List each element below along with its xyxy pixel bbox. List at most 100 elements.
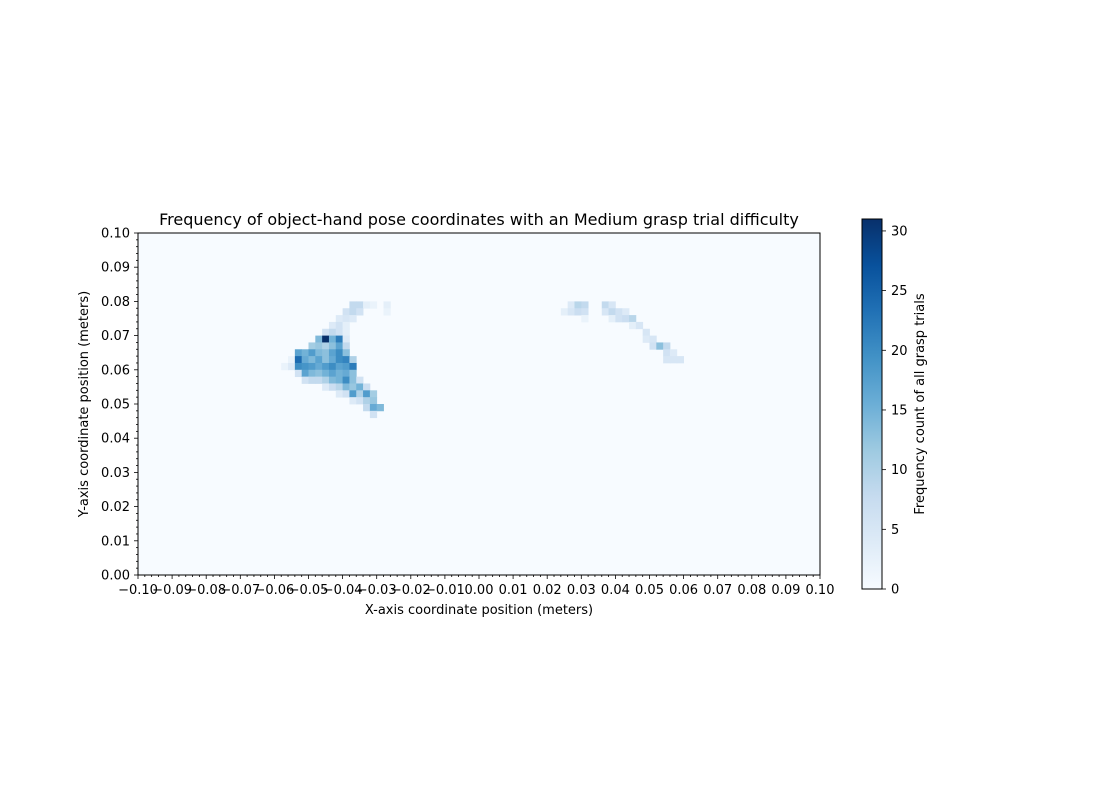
heatmap-cell (335, 342, 343, 350)
heatmap-cell (369, 397, 378, 405)
x-tick-label: 0.03 (567, 583, 596, 598)
y-tick-label: 0.04 (101, 432, 130, 447)
x-tick-label: −0.03 (357, 583, 397, 598)
heatmap-cell (328, 335, 337, 343)
colorbar (861, 218, 883, 590)
heatmap-cell (322, 335, 330, 343)
heatmap-cell (342, 342, 350, 350)
colorbar-tick-label: 5 (891, 523, 899, 538)
heatmap-cell (288, 362, 296, 371)
x-tick-label: 0.08 (737, 583, 766, 598)
heatmap-cell (335, 383, 343, 391)
heatmap-cell (669, 356, 678, 364)
x-tick-label: 0.07 (703, 583, 732, 598)
heatmap-cell (322, 362, 330, 371)
heatmap-cell (342, 362, 350, 371)
heatmap-cell (328, 369, 337, 378)
x-axis-label: X-axis coordinate position (meters) (365, 603, 593, 618)
x-tick-label: 0.00 (465, 583, 494, 598)
heatmap-cell (328, 356, 337, 364)
heatmap-cell (328, 362, 337, 371)
heatmap-cell (663, 356, 671, 364)
y-tick-label: 0.05 (101, 398, 130, 413)
heatmap-cell (642, 328, 650, 336)
heatmap-cell (574, 301, 582, 309)
heatmap-cell (567, 301, 575, 309)
y-tick-label: 0.03 (101, 466, 130, 481)
x-tick-label: −0.02 (391, 583, 431, 598)
heatmap-cell (363, 390, 371, 398)
heatmap-cell (669, 349, 678, 357)
colorbar-tick-label: 0 (891, 583, 899, 598)
y-tick-label: 0.07 (101, 329, 130, 344)
heatmap-cell (663, 349, 671, 357)
x-tick-label: 0.06 (669, 583, 698, 598)
x-tick-label: −0.08 (186, 583, 226, 598)
heatmap-cell (288, 356, 296, 364)
heatmap-cell (383, 301, 391, 309)
heatmap-cell (622, 315, 630, 323)
x-tick-label: −0.04 (323, 583, 363, 598)
heatmap-cell (301, 356, 309, 364)
x-tick-label: 0.09 (771, 583, 800, 598)
heatmap-cell (349, 362, 357, 371)
heatmap-cell (349, 369, 357, 378)
heatmap-cell (301, 376, 309, 384)
heatmap-cell (335, 315, 343, 323)
y-tick-label: 0.01 (101, 534, 130, 549)
heatmap-cell (560, 308, 569, 316)
heatmap-cell (322, 369, 330, 378)
heatmap-cell (356, 397, 364, 405)
heatmap-cell (308, 349, 316, 357)
heatmap-cell (642, 335, 650, 343)
heatmap-cell (663, 342, 671, 350)
heatmap-cell (601, 308, 609, 316)
heatmap-cell (676, 356, 684, 364)
heatmap-cell (335, 369, 343, 378)
heatmap-cell (322, 376, 330, 384)
heatmap-cell (322, 328, 330, 336)
heatmap-cell (356, 383, 364, 391)
plot-background (138, 233, 820, 575)
heatmap-cell (335, 349, 343, 357)
heatmap-cell (363, 404, 371, 412)
heatmap-cell (315, 335, 323, 343)
heatmap-cells (281, 301, 684, 419)
heatmap-cell (301, 362, 309, 371)
heatmap-cell (656, 342, 664, 350)
heatmap-cell (349, 356, 357, 364)
x-tick-label: −0.10 (118, 583, 158, 598)
chart-title: Frequency of object-hand pose coordinate… (159, 210, 799, 229)
x-tick-label: 0.01 (499, 583, 528, 598)
heatmap-cell (608, 301, 616, 309)
heatmap-cell (315, 342, 323, 350)
heatmap-cell (335, 335, 343, 343)
heatmap-cell (629, 321, 637, 330)
heatmap-cell (301, 369, 309, 378)
x-tick-label: 0.02 (533, 583, 562, 598)
heatmap-cell (581, 301, 589, 309)
x-tick-label: 0.04 (601, 583, 630, 598)
heatmap-cell (315, 369, 323, 378)
heatmap-cell (342, 335, 350, 343)
heatmap-cell (574, 308, 582, 316)
heatmap-cell (608, 308, 616, 316)
x-axis: −0.10−0.09−0.08−0.07−0.06−0.05−0.04−0.03… (118, 575, 834, 598)
heatmap-cell (349, 301, 357, 309)
heatmap-cell (342, 390, 350, 398)
heatmap-cell (301, 349, 309, 357)
heatmap-cell (342, 383, 350, 391)
heatmap-cell (322, 383, 330, 391)
heatmap-cell (349, 383, 357, 391)
x-tick-label: −0.06 (254, 583, 294, 598)
heatmap-cell (635, 321, 644, 330)
heatmap-cell (383, 308, 391, 316)
x-tick-label: −0.05 (289, 583, 329, 598)
heatmap-cell (322, 349, 330, 357)
heatmap-cell (342, 315, 350, 323)
heatmap-cell (328, 328, 337, 336)
heatmap-cell (356, 376, 364, 384)
heatmap-cell (356, 308, 364, 316)
heatmap-cell (335, 321, 343, 330)
